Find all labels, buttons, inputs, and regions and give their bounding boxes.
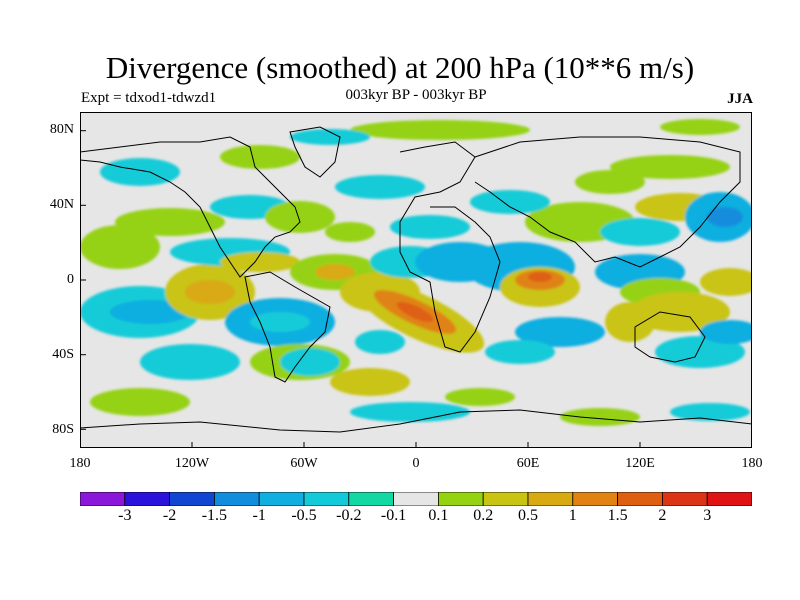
lon-label-120w: 120W bbox=[174, 456, 210, 471]
colorbar-label: 0.1 bbox=[428, 507, 449, 524]
colorbar-swatch bbox=[706, 492, 752, 506]
lat-label-40n: 40N bbox=[49, 197, 74, 212]
field-blob bbox=[110, 300, 190, 324]
field-blob bbox=[250, 312, 310, 332]
field-blob bbox=[350, 120, 530, 140]
colorbar-label: -1 bbox=[252, 507, 266, 524]
colorbar-swatch bbox=[348, 492, 394, 506]
colorbar-label: 2 bbox=[658, 507, 667, 524]
lon-label-120e: 120E bbox=[625, 456, 655, 471]
coastline-australia bbox=[634, 311, 706, 363]
field-blob bbox=[390, 215, 470, 239]
colorbar-label: 0.5 bbox=[518, 507, 538, 524]
coastline-asia bbox=[474, 136, 741, 268]
colorbar-label: -3 bbox=[118, 507, 132, 524]
field-blob bbox=[485, 340, 555, 364]
field-blob bbox=[355, 330, 405, 354]
field-blob bbox=[610, 155, 730, 179]
season-label: JJA bbox=[727, 91, 753, 107]
field-blob bbox=[265, 201, 335, 233]
field-blob bbox=[330, 368, 410, 396]
field-blob bbox=[185, 280, 235, 304]
lat-label-80s: 80S bbox=[52, 422, 74, 437]
divergence-map bbox=[80, 112, 752, 448]
colorbar-swatch bbox=[393, 492, 439, 506]
field-blob bbox=[220, 145, 300, 169]
field-blob bbox=[80, 225, 160, 269]
colorbar-swatch bbox=[303, 492, 350, 506]
field-blob bbox=[115, 208, 225, 236]
coastline-greenland bbox=[289, 126, 341, 178]
colorbar-label: -0.5 bbox=[291, 507, 317, 524]
field-blob bbox=[280, 348, 340, 376]
lat-label-80n: 80N bbox=[49, 122, 74, 137]
field-blob bbox=[600, 218, 680, 246]
field-blob bbox=[140, 344, 240, 380]
colorbar-label: -0.1 bbox=[380, 507, 407, 524]
axis-ticks bbox=[80, 130, 641, 448]
field-blob bbox=[515, 317, 605, 347]
colorbar-label: 0.2 bbox=[473, 507, 494, 524]
field-blob bbox=[560, 408, 640, 426]
field-blob bbox=[325, 222, 375, 242]
colorbar-swatch bbox=[482, 492, 529, 506]
field-blob bbox=[700, 320, 752, 344]
time-period-label: 003kyr BP - 003kyr BP bbox=[345, 87, 487, 103]
field-blob bbox=[396, 301, 434, 323]
lon-label-60w: 60W bbox=[290, 456, 318, 471]
field-blob bbox=[335, 175, 425, 199]
colorbar-label: 1 bbox=[568, 507, 577, 524]
field-blob bbox=[630, 292, 730, 332]
colorbar-swatch bbox=[662, 492, 708, 506]
chart-title: Divergence (smoothed) at 200 hPa (10**6 … bbox=[105, 50, 695, 85]
colorbar-swatch bbox=[572, 492, 618, 506]
lon-label-180w: 180 bbox=[69, 456, 91, 471]
colorbar-label: -0.2 bbox=[336, 507, 362, 524]
field-blob bbox=[670, 403, 750, 421]
field-blob bbox=[470, 190, 550, 214]
field-blob bbox=[220, 252, 300, 272]
coastlines bbox=[80, 126, 752, 433]
colorbar-swatch bbox=[213, 492, 260, 506]
field-blob bbox=[100, 158, 180, 186]
colorbar bbox=[80, 492, 752, 506]
field-blob bbox=[700, 268, 752, 296]
field-blob bbox=[315, 264, 355, 280]
lon-label-0: 0 bbox=[412, 456, 420, 471]
coastline-north-america bbox=[80, 136, 301, 278]
lon-label-60e: 60E bbox=[516, 456, 540, 471]
coastline-south-america bbox=[244, 271, 331, 383]
lat-label-40s: 40S bbox=[52, 347, 74, 362]
colorbar-label: 1.5 bbox=[607, 507, 628, 524]
coastline-europe-africa bbox=[399, 141, 501, 353]
field-blob bbox=[90, 388, 190, 416]
field-blob bbox=[660, 119, 740, 135]
lat-label-eq: 0 bbox=[67, 272, 74, 287]
colorbar-swatch bbox=[80, 492, 126, 506]
colorbar-label: -2 bbox=[162, 507, 177, 524]
field-blob bbox=[655, 336, 745, 368]
coastline-antarctica bbox=[80, 409, 752, 433]
experiment-label: Expt = tdxod1-tdwzd1 bbox=[81, 90, 217, 106]
field-blob bbox=[290, 129, 370, 145]
colorbar-label: 3 bbox=[703, 507, 712, 524]
field-blob bbox=[445, 388, 515, 406]
colorbar-swatch bbox=[437, 492, 484, 506]
colorbar-swatch bbox=[124, 492, 170, 506]
colorbar-swatch bbox=[169, 492, 215, 506]
field-blob bbox=[350, 402, 470, 422]
colorbar-swatch bbox=[527, 492, 574, 506]
colorbar-label: -1.5 bbox=[201, 507, 228, 524]
field-blob bbox=[528, 272, 552, 282]
lon-label-180e: 180 bbox=[741, 456, 763, 471]
field-blob bbox=[575, 170, 645, 194]
field-blob bbox=[707, 207, 743, 227]
colorbar-swatch bbox=[258, 492, 305, 506]
colorbar-swatch bbox=[617, 492, 663, 506]
